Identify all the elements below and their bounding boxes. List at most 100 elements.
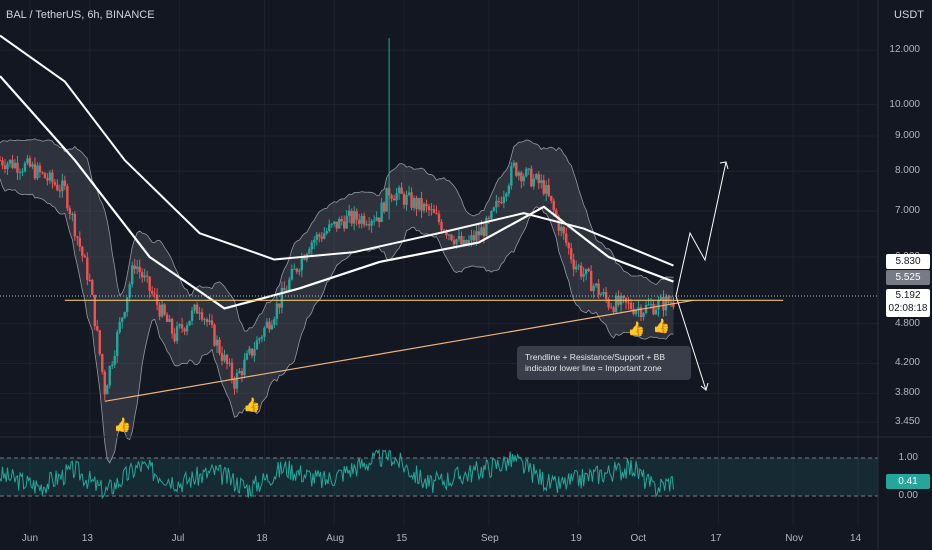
candle-body [248,348,251,354]
moving-average-lines [0,34,674,310]
price-tick-label: 10.000 [889,98,920,110]
price-tick-label: 12.000 [889,44,920,56]
candle-body [96,326,99,331]
candle-body [18,171,22,173]
candle-body [382,202,386,212]
candle-body [295,268,299,272]
ma-fast-line [0,75,674,310]
candle-body [21,171,24,173]
candle-body [455,239,458,245]
oscillator-tick-label: 0.00 [898,490,918,501]
candle-body [432,209,436,213]
candle-body [273,318,276,325]
candle-body [589,271,593,292]
candle-body [372,220,376,222]
candle-body [343,221,346,229]
candle-body [362,215,366,225]
candle-body [612,307,615,313]
candle-body [654,309,658,315]
candle-body [457,236,461,240]
candle-body [390,195,393,199]
candle-body [597,283,600,295]
candle-body [639,307,643,317]
candle-body [415,198,418,210]
candle-body [58,190,62,192]
candle-body [318,234,321,237]
candle-body [565,233,568,244]
candle-body [41,172,44,174]
bollinger-lower-line [0,178,674,464]
candle-body [647,304,650,306]
candle-body [500,201,503,204]
bollinger-upper-line [0,138,674,332]
symbol-title[interactable]: BAL / TetherUS, 6h, BINANCE [6,9,155,21]
time-tick-label: 13 [81,533,93,544]
candle-body [552,200,555,211]
candle-body [315,234,318,240]
candle-body [370,220,373,226]
candle-body [607,298,610,308]
oscillator-value-label: 0.41 [886,474,930,489]
candle-body [43,172,47,179]
candle-body [195,304,199,314]
candle-body [138,266,141,273]
time-tick-label: 17 [710,533,722,544]
thumbs-up-icon: 👍 [114,417,131,434]
candle-body [228,362,231,364]
last-price-label: 5.192 02:08:18 [886,289,930,317]
candle-body [515,162,518,176]
candle-body [505,193,508,197]
candle-body [442,230,446,232]
candle-body [88,279,91,281]
candle-body [106,385,109,395]
candle-body [502,196,506,204]
candle-body [68,208,72,215]
candle-body [243,359,246,376]
candle-body [520,172,523,182]
candle-body [492,207,496,212]
candle-body [270,324,274,330]
candle-body [545,185,548,194]
candle-body [103,371,106,395]
candle-body [150,290,154,294]
candle-body [525,168,528,177]
candle-body [659,296,663,301]
candle-body [180,324,184,329]
candle-body [609,307,613,309]
candle-body [130,265,134,285]
candle-body [205,319,209,323]
candle-body [128,284,131,298]
upper-ma-price-label: 5.830 [886,254,930,269]
arrow-head-up [719,161,729,170]
candle-body [599,294,603,296]
candle-body [345,215,348,229]
candle-body [420,197,423,211]
candle-body [522,176,526,182]
candle-body [288,279,291,291]
oscillator-band [0,458,878,496]
candle-body [165,314,169,322]
candle-body [535,174,538,179]
candle-body [28,158,32,167]
chart-annotation-note[interactable]: Trendline + Resistance/Support + BB indi… [517,346,691,380]
candle-body [540,180,543,184]
price-tick-label: 3.800 [894,387,920,399]
thumbs-up-icon: 👍 [653,317,670,334]
candle-body [402,193,406,205]
candle-body [510,166,513,186]
last-price-value: 5.192 [895,290,921,301]
candle-body [101,354,104,372]
candle-body [440,221,443,231]
candle-body [168,318,171,322]
bullish-scenario-arrow [675,161,727,297]
candle-body [83,255,87,258]
candle-body [220,353,224,361]
candle-body [86,257,89,280]
candle-body [367,224,371,226]
time-tick-label: Oct [630,533,647,544]
candle-body [487,217,491,220]
candle-body [412,198,416,208]
candle-body [622,296,625,298]
candle-body [340,218,343,222]
